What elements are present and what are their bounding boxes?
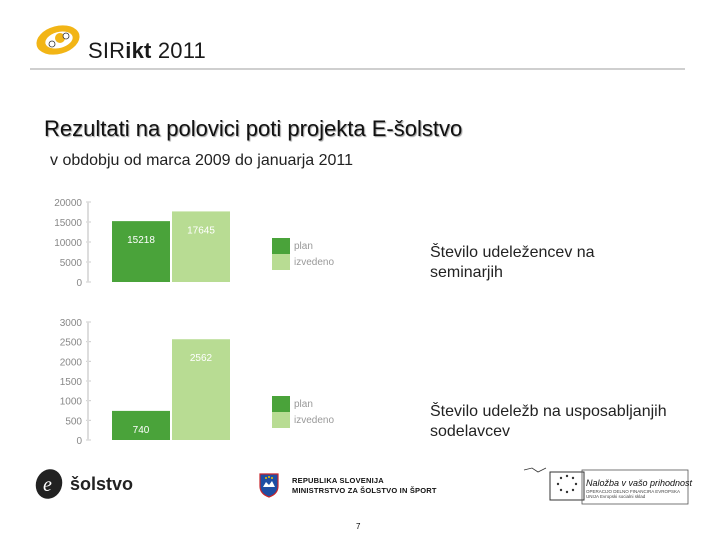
esolstvo-logo-icon: e (35, 469, 63, 499)
esolstvo-logo-text: šolstvo (70, 474, 134, 494)
sirikt-logo-icon (36, 25, 80, 55)
legend-label: izvedeno (294, 257, 334, 268)
chart-caption-seminar-participants: Število udeležencev na seminarjih (430, 244, 595, 281)
y-tick-label: 0 (76, 278, 82, 289)
svg-text:e: e (43, 474, 52, 496)
bar-plan (112, 410, 170, 440)
y-tick-label: 2500 (60, 338, 83, 349)
y-tick-label: 3000 (60, 318, 83, 329)
page-number: 7 (356, 522, 361, 531)
bar-izvedeno (172, 339, 230, 440)
y-tick-label: 2000 (60, 357, 83, 368)
legend-swatch-plan (272, 238, 290, 254)
y-tick-label: 10000 (54, 238, 82, 249)
legend-label: plan (294, 399, 313, 410)
ministry-name-line2: MINISTRSTVO ZA ŠOLSTVO IN ŠPORT (292, 486, 437, 495)
esolstvo-logo: e (34, 466, 154, 502)
ministry-crest (258, 472, 280, 498)
y-tick-label: 5000 (60, 258, 83, 269)
chart-seminar-participants: 20000 15000 10000 5000 0 15218 17645 plan izvede… (54, 198, 334, 289)
bar-value-label: 2562 (190, 353, 213, 364)
bar-plan (112, 221, 170, 282)
eu-tagline: Naložba v vašo prihodnost (586, 478, 693, 488)
legend-swatch-izvedeno (272, 254, 290, 270)
bar-value-label: 740 (133, 425, 150, 436)
chart-caption-staff-training: Število udeležb na usposabljanjih sodela… (430, 403, 667, 440)
sirikt-logo (32, 14, 210, 66)
bar-value-label: 17645 (187, 225, 215, 236)
y-tick-label: 1500 (60, 377, 83, 388)
bar-value-label: 15218 (127, 235, 155, 246)
sirikt-logo-text: SIRikt 2011 (88, 38, 206, 63)
legend-swatch-plan (272, 396, 290, 412)
eu-funding-text: OPERACIJO DELNO FINANCIRA EVROPSKA UNIJA… (586, 489, 680, 499)
y-tick-label: 0 (76, 436, 82, 447)
legend-label: izvedeno (294, 415, 334, 426)
eu-flag-icon (523, 467, 689, 505)
slide-title: Rezultati na polovici poti projekta E-šo… (44, 116, 463, 141)
header-divider (30, 68, 685, 70)
slide-subtitle: v obdobju od marca 2009 do januarja 2011 (50, 152, 354, 169)
ministry-name-line1: REPUBLIKA SLOVENIJA (292, 476, 384, 485)
y-tick-label: 15000 (54, 218, 82, 229)
chart-staff-training: 3000 2500 2000 1500 1000 500 0 740 2562 plan izved… (60, 318, 335, 447)
slovenia-crest-icon (259, 473, 279, 498)
y-tick-label: 1000 (60, 397, 83, 408)
legend-swatch-izvedeno (272, 412, 290, 428)
legend-label: plan (294, 241, 313, 252)
bar-izvedeno (172, 211, 230, 282)
eu-funding-logo (520, 466, 690, 508)
y-tick-label: 20000 (54, 198, 82, 209)
y-tick-label: 500 (65, 416, 82, 427)
